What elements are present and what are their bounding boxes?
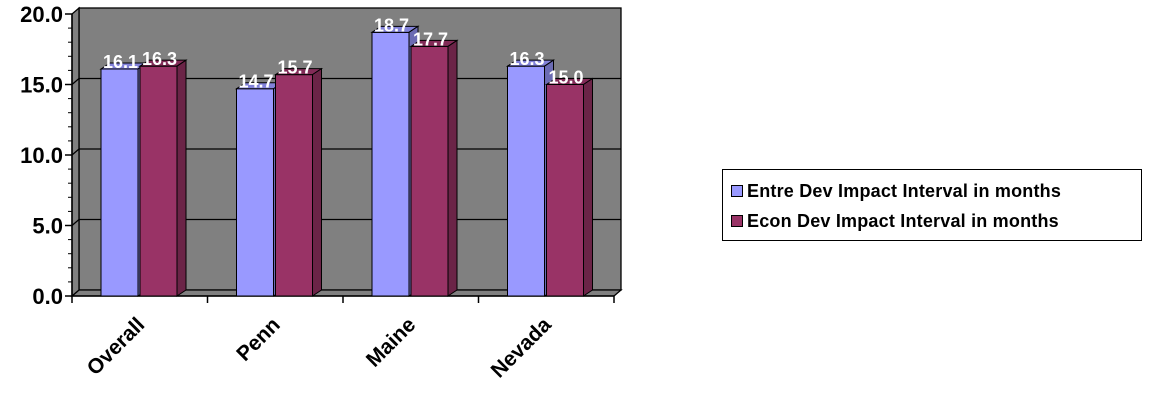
data-label: 16.3 [509,49,544,69]
x-category-label: Maine [362,313,420,371]
legend-label-entre: Entre Dev Impact Interval in months [747,180,1062,201]
legend-item-entre: Entre Dev Impact Interval in months [731,176,1141,206]
data-label: 16.1 [103,52,138,72]
bar-side [312,67,322,297]
legend-label-econ: Econ Dev Impact Interval in months [747,210,1059,231]
bar-side [583,77,593,297]
bar [410,45,449,297]
x-category-label: Nevada [487,313,556,382]
y-axis-ticks: 0.0 5.0 10.0 15.0 20.0 [20,2,72,309]
bars [99,25,595,297]
bar [546,84,584,297]
data-label: 18.7 [374,15,409,35]
bar-side [447,39,458,297]
data-labels: 16.1 16.314.715.718.717.716.315.0 [103,15,584,91]
bar [100,68,139,297]
legend: Entre Dev Impact Interval in months Econ… [722,169,1142,241]
data-label: 14.7 [238,72,273,92]
x-category-label: Overall [83,313,150,380]
data-label: 17.7 [413,29,448,49]
y-tick-label: 10.0 [20,143,63,168]
legend-swatch-econ [731,215,743,227]
y-tick-label: 0.0 [32,284,63,309]
bar [507,65,545,297]
bar [139,65,178,297]
legend-item-econ: Econ Dev Impact Interval in months [731,206,1141,236]
y-tick-label: 5.0 [32,214,63,239]
y-tick-label: 15.0 [20,73,63,98]
x-category-label: Penn [232,313,285,366]
bar [275,74,313,297]
bar-side [176,59,187,297]
legend-swatch-entre [731,185,743,197]
y-tick-label: 20.0 [20,2,63,27]
bar [236,88,274,297]
x-axis-ticks: Overall Penn Maine Nevada [71,296,615,382]
data-label: 15.7 [277,58,312,78]
data-label: 16.3 [142,49,177,69]
bar [371,31,410,297]
data-label: 15.0 [548,68,583,88]
